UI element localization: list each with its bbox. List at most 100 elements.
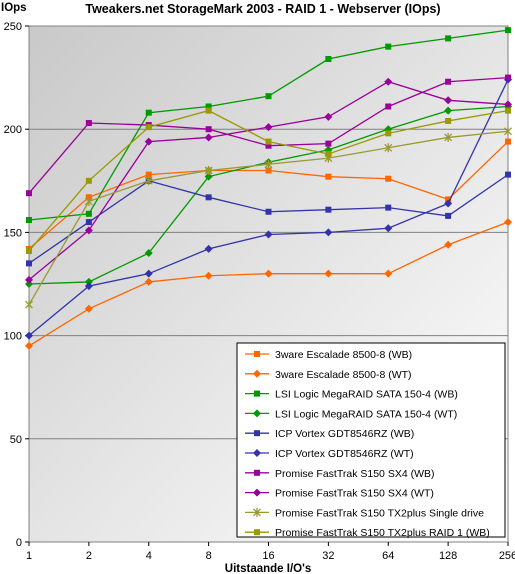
legend-marker: [253, 369, 261, 378]
data-point: [25, 341, 33, 350]
legend-box: [236, 342, 506, 538]
data-point: [264, 123, 273, 132]
data-point: [385, 103, 392, 110]
x-tick-label: 1: [26, 550, 32, 562]
x-tick-label: 128: [439, 550, 457, 562]
data-point: [325, 140, 332, 147]
legend-marker: [253, 449, 261, 457]
legend-marker: [254, 390, 260, 397]
data-point: [25, 331, 33, 340]
data-point: [444, 199, 453, 208]
data-point: [204, 165, 213, 175]
data-point: [505, 171, 511, 178]
data-point: [85, 210, 92, 217]
data-point: [444, 96, 453, 105]
data-point: [144, 249, 153, 258]
legend-label: ICP Vortex GDT8546RZ (WT): [275, 448, 414, 460]
legend-marker: [254, 351, 260, 357]
data-point: [265, 138, 272, 145]
legend-label: Promise FastTrak S150 SX4 (WB): [275, 468, 434, 480]
x-tick-label: 4: [146, 550, 152, 562]
series: [25, 75, 512, 340]
legend-label: ICP Vortex GDT8546RZ (WB): [275, 428, 414, 440]
series: [25, 218, 512, 350]
data-point: [384, 77, 393, 86]
y-tick-label: 200: [4, 124, 22, 136]
legend: 3ware Escalade 8500-8 (WB) 3ware Escalade…: [236, 342, 506, 539]
data-point: [84, 277, 93, 286]
data-point: [325, 173, 332, 180]
data-point: [145, 124, 152, 131]
legend-marker: [254, 469, 260, 476]
data-point: [265, 208, 272, 215]
data-point: [445, 117, 452, 124]
data-point: [384, 224, 393, 233]
data-point: [205, 107, 212, 114]
data-point: [265, 167, 272, 174]
data-point: [264, 230, 273, 239]
data-point: [204, 172, 213, 181]
axes: 0 50 100 150 200 250 1 2 4 8 16 32 64 128 256: [4, 21, 515, 562]
data-point: [385, 175, 392, 182]
data-point: [264, 159, 273, 169]
legend-marker: [254, 529, 260, 536]
data-point: [384, 143, 393, 153]
data-point: [85, 219, 92, 226]
data-point: [205, 103, 212, 110]
data-point: [85, 120, 92, 127]
legend-marker: [254, 430, 260, 437]
data-point: [26, 260, 32, 267]
data-point: [204, 133, 213, 142]
series: [25, 77, 512, 284]
legend-label: Promise FastTrak S150 SX4 (WT): [275, 488, 434, 500]
data-point: [265, 93, 272, 100]
data-point: [264, 269, 273, 278]
data-point: [445, 212, 452, 219]
data-point: [205, 194, 212, 201]
legend-label: 3ware Escalade 8500-8 (WT): [275, 369, 412, 381]
data-point: [505, 27, 511, 34]
data-point: [324, 269, 333, 278]
legend-marker: [253, 488, 261, 497]
data-point: [325, 56, 332, 63]
legend-label: LSI Logic MegaRAID SATA 150-4 (WT): [275, 408, 457, 420]
chart-title: Tweakers.net StorageMark 2003 - RAID 1 -…: [85, 2, 440, 16]
data-point: [205, 126, 212, 133]
data-point: [445, 78, 452, 85]
series: [25, 126, 512, 310]
data-point: [445, 35, 452, 42]
legend-marker: [253, 409, 261, 418]
data-point: [324, 228, 333, 237]
legend-label: Promise FastTrak S150 TX2plus Single dri…: [275, 507, 484, 519]
data-point: [265, 142, 272, 149]
data-point: [444, 240, 453, 249]
x-tick-label: 32: [322, 550, 334, 562]
data-point: [85, 177, 92, 184]
x-tick-label: 16: [262, 550, 274, 562]
data-point: [25, 300, 33, 310]
data-point: [26, 247, 32, 254]
data-point: [505, 74, 511, 81]
data-point: [25, 280, 33, 288]
data-point: [325, 150, 332, 157]
data-point: [84, 226, 93, 235]
data-point: [444, 132, 453, 142]
data-point: [385, 130, 392, 137]
data-point: [385, 204, 392, 211]
y-axis-title: IOps: [1, 2, 27, 14]
data-point: [204, 271, 213, 280]
data-point: [144, 176, 153, 186]
data-point: [444, 106, 453, 115]
data-point: [26, 190, 32, 197]
data-point: [385, 43, 392, 50]
data-point: [144, 269, 153, 278]
data-point: [445, 196, 452, 203]
series-group: [25, 27, 512, 350]
data-point: [504, 218, 512, 227]
series: [26, 107, 511, 254]
x-axis-title: Uitstaande I/O's: [225, 563, 311, 574]
series: [26, 27, 511, 224]
data-point: [145, 109, 152, 116]
data-point: [324, 112, 333, 121]
